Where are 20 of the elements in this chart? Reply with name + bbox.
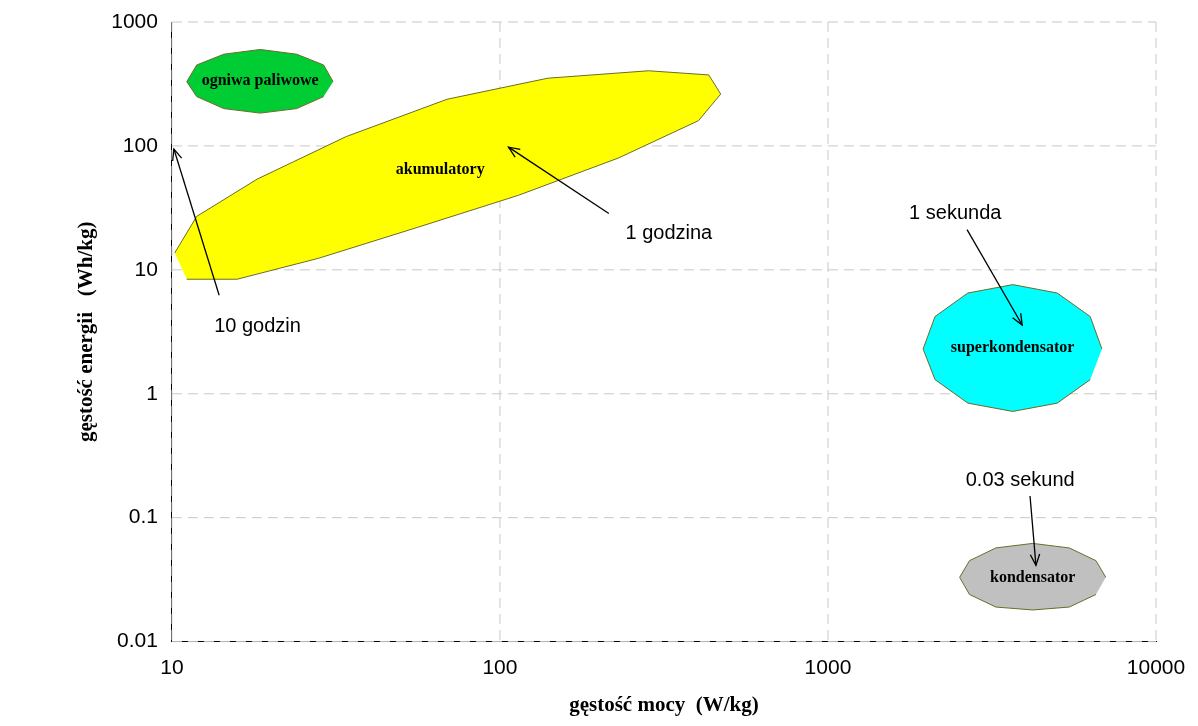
series-label: superkondensator: [950, 338, 1075, 357]
x-tick-label: 10000: [1126, 655, 1186, 678]
annotation: 10 godzin: [214, 314, 301, 337]
y-tick-label: 100: [122, 132, 158, 156]
x-tick-label: 100: [482, 655, 518, 678]
y-tick-label: 0.1: [128, 504, 158, 528]
x-tick-label: 1000: [804, 655, 852, 678]
x-axis-title: gęstość mocy (W/kg): [569, 691, 759, 716]
series-label: ogniwa paliwowe: [201, 71, 319, 90]
annotation: 1 sekunda: [909, 200, 1003, 223]
series-label: akumulatory: [395, 160, 485, 179]
x-tick-label: 10: [160, 655, 184, 678]
series-label: kondensator: [989, 567, 1076, 585]
y-tick-label: 10: [134, 256, 158, 280]
annotation: 0.03 sekund: [965, 468, 1075, 491]
y-tick-label: 1: [146, 380, 158, 404]
y-tick-label: 0.01: [117, 628, 158, 652]
annotation: 1 godzina: [625, 221, 714, 244]
y-axis-title: gęstość energii (Wh/kg): [73, 221, 98, 443]
y-tick-label: 1000: [111, 8, 158, 32]
